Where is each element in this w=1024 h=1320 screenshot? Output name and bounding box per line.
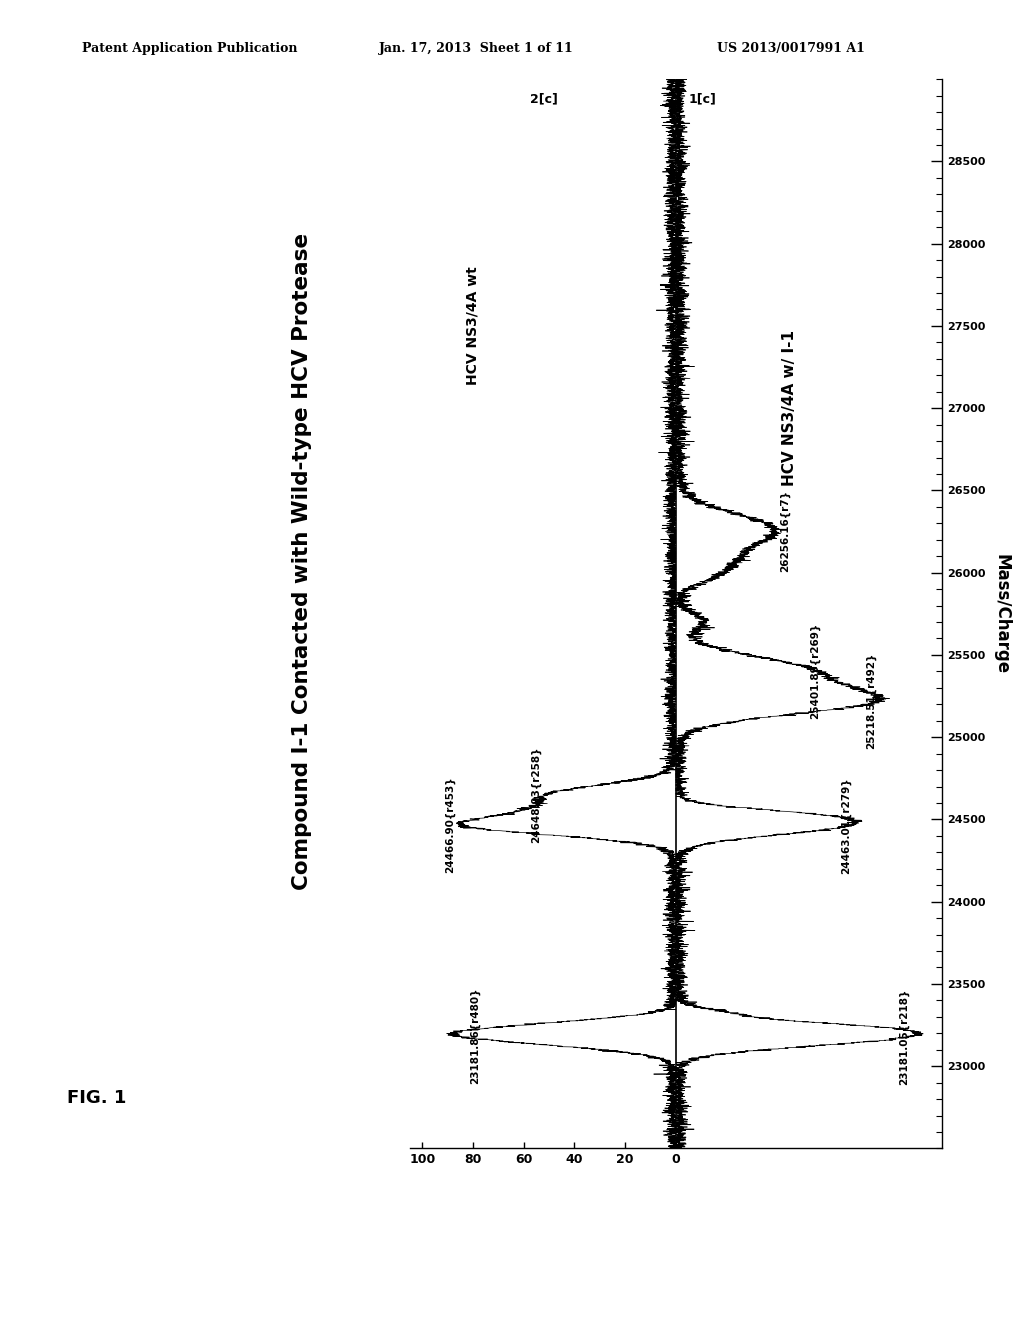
Text: 24463.01{r279}: 24463.01{r279} <box>841 777 851 874</box>
Text: 24466.90{r453}: 24466.90{r453} <box>445 776 456 873</box>
Text: Jan. 17, 2013  Sheet 1 of 11: Jan. 17, 2013 Sheet 1 of 11 <box>379 42 573 55</box>
Text: 26256.16{r7}: 26256.16{r7} <box>780 490 791 572</box>
Text: 25218.51{r492}: 25218.51{r492} <box>866 653 877 750</box>
Text: 24648.93{r258}: 24648.93{r258} <box>531 747 542 843</box>
Text: 2[c]: 2[c] <box>530 92 558 106</box>
Text: 25401.89{r269}: 25401.89{r269} <box>810 623 820 719</box>
Text: Patent Application Publication: Patent Application Publication <box>82 42 297 55</box>
Text: 23181.86{r480}: 23181.86{r480} <box>470 987 480 1085</box>
Y-axis label: Mass/Charge: Mass/Charge <box>992 553 1011 675</box>
Text: US 2013/0017991 A1: US 2013/0017991 A1 <box>717 42 864 55</box>
Text: 23181.05{r218}: 23181.05{r218} <box>899 989 909 1085</box>
Text: 1[c]: 1[c] <box>688 92 717 106</box>
Text: HCV NS3/4A w/ I-1: HCV NS3/4A w/ I-1 <box>782 330 798 486</box>
Text: FIG. 1: FIG. 1 <box>67 1089 126 1107</box>
Text: HCV NS3/4A wt: HCV NS3/4A wt <box>466 267 480 385</box>
Text: Compound I-1 Contacted with Wild-type HCV Protease: Compound I-1 Contacted with Wild-type HC… <box>292 232 312 890</box>
